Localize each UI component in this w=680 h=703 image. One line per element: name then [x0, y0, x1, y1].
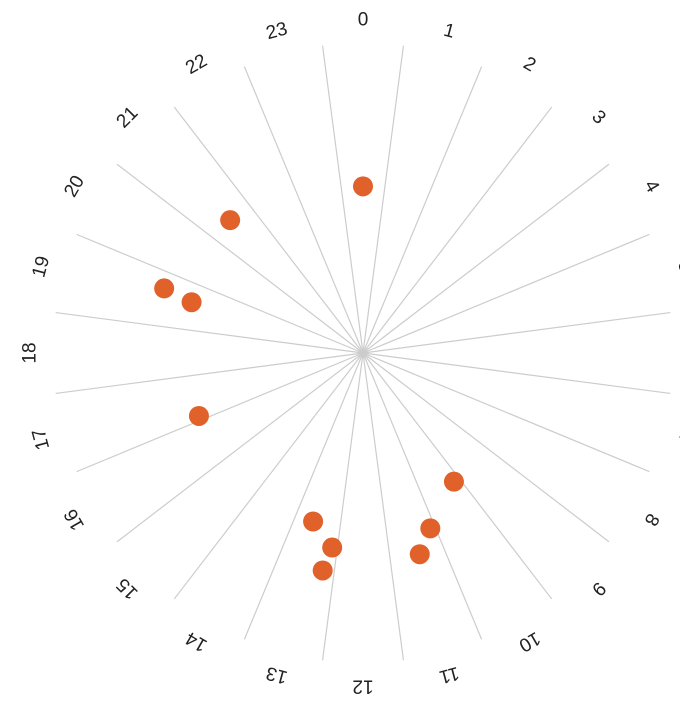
hour-tick-label: 20 — [60, 172, 89, 201]
angle-grid — [55, 45, 671, 661]
hour-tick-label: 3 — [587, 106, 609, 128]
spoke-line — [362, 352, 483, 640]
spoke-line — [116, 352, 364, 543]
data-point — [420, 518, 441, 539]
spoke-line — [362, 233, 650, 354]
hour-tick-label: 5 — [673, 259, 680, 275]
spoke-line — [116, 163, 364, 354]
spoke-line — [321, 352, 364, 661]
data-points — [154, 176, 464, 581]
data-point — [220, 210, 241, 231]
hour-tick-label: 22 — [182, 50, 211, 79]
hour-tick-label: 23 — [264, 18, 290, 44]
hour-tick-label: 17 — [28, 426, 54, 452]
hour-tick-label: 13 — [264, 662, 290, 688]
spoke-line — [243, 352, 364, 640]
spoke-line — [362, 352, 405, 661]
spoke-line — [321, 45, 364, 354]
spoke-line — [362, 163, 610, 354]
spoke-line — [362, 106, 553, 354]
data-point — [188, 405, 209, 426]
hour-tick-labels: 01234567891011121314151617181920212223 — [20, 10, 680, 697]
data-point — [312, 560, 333, 581]
spoke-line — [243, 66, 364, 354]
spoke-line — [362, 66, 483, 354]
hour-tick-label: 8 — [640, 510, 663, 530]
spoke-line — [55, 311, 364, 354]
spoke-line — [362, 311, 671, 354]
hour-tick-label: 14 — [182, 627, 211, 656]
spoke-line — [76, 352, 364, 473]
data-point — [322, 537, 343, 558]
data-point — [443, 471, 464, 492]
hour-tick-label: 12 — [352, 676, 373, 697]
spoke-line — [173, 106, 364, 354]
hour-tick-label: 1 — [441, 20, 457, 43]
data-point — [181, 292, 202, 313]
hour-tick-label: 15 — [113, 574, 143, 604]
data-point — [154, 278, 175, 299]
spoke-line — [76, 233, 364, 354]
hour-tick-label: 16 — [60, 505, 89, 534]
hour-tick-label: 4 — [640, 177, 664, 197]
hour-tick-label: 18 — [20, 342, 41, 363]
data-point — [353, 176, 373, 197]
hour-tick-label: 10 — [515, 627, 544, 656]
hour-tick-label: 7 — [673, 431, 680, 447]
spoke-line — [362, 45, 405, 354]
spoke-line — [362, 352, 650, 473]
spoke-line — [362, 352, 610, 543]
data-point — [409, 544, 430, 565]
spoke-line — [362, 352, 671, 395]
hour-tick-label: 21 — [113, 103, 143, 133]
hour-tick-label: 19 — [28, 254, 54, 280]
hour-tick-label: 2 — [520, 53, 540, 76]
data-point — [303, 511, 324, 532]
spoke-line — [173, 352, 364, 600]
hour-tick-label: 9 — [587, 577, 609, 599]
hour-tick-label: 11 — [437, 662, 461, 687]
spoke-line — [55, 352, 364, 395]
hour-tick-label: 0 — [358, 10, 369, 31]
